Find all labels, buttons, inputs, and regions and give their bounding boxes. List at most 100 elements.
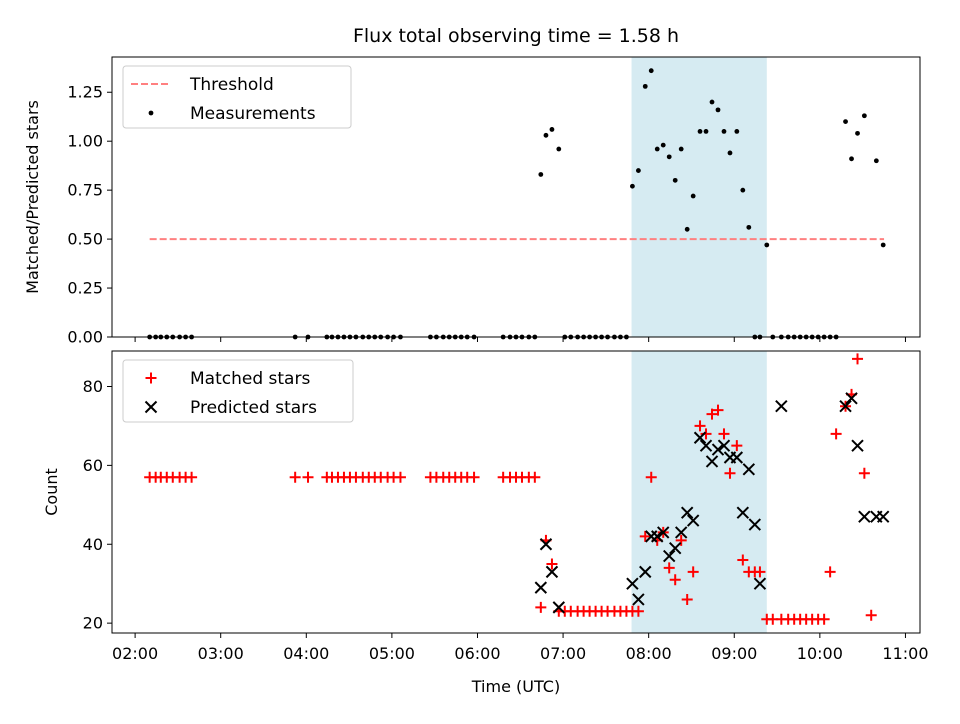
- top-dot-point: [873, 158, 879, 164]
- bottom-cross-point: [686, 514, 700, 527]
- bottom-cross-point: [730, 451, 744, 464]
- bottom-plus-point: [639, 530, 651, 542]
- top-dot-point: [654, 146, 660, 152]
- top-dot-point: [660, 142, 666, 148]
- bottom-cross-point: [717, 439, 731, 452]
- x-tick-label: 08:00: [626, 644, 672, 663]
- bottom-y-tick-label: 80: [83, 377, 103, 396]
- x-tick-label: 06:00: [454, 644, 500, 663]
- top-y-tick-label: 0.00: [67, 328, 103, 347]
- bottom-cross-point: [639, 565, 652, 579]
- bottom-cross-point: [711, 443, 725, 456]
- bottom-cross-point: [699, 439, 713, 452]
- bottom-y-axis-label: Count: [42, 468, 61, 516]
- bottom-cross-point: [534, 581, 548, 594]
- top-y-tick-label: 1.25: [67, 83, 103, 102]
- bottom-cross-point: [674, 526, 688, 539]
- top-y-tick-label: 0.50: [67, 230, 103, 249]
- bottom-cross-point: [693, 431, 707, 444]
- top-dot-point: [715, 107, 721, 113]
- bottom-plus-point: [632, 605, 644, 617]
- top-dot-point: [734, 129, 740, 134]
- top-legend-box: [122, 65, 352, 129]
- bottom-cross-point: [657, 526, 670, 539]
- bottom-cross-point: [742, 463, 756, 476]
- bottom-axes-frame: [111, 350, 921, 634]
- bottom-legend-label: Matched stars: [190, 369, 310, 389]
- bottom-plus-point: [645, 471, 657, 483]
- top-dot-point: [666, 154, 672, 160]
- top-y-tick-label: 1.00: [67, 132, 103, 151]
- x-tick-label: 11:00: [882, 644, 928, 663]
- x-tick-label: 05:00: [369, 644, 415, 663]
- bottom-plus-point: [675, 534, 687, 546]
- x-tick-label: 02:00: [112, 644, 158, 663]
- bottom-cross-point: [552, 601, 566, 614]
- bottom-plus-point: [700, 428, 712, 440]
- bottom-cross-point: [632, 593, 645, 606]
- bottom-plus-point: [818, 613, 830, 625]
- bottom-plus-point: [737, 554, 749, 566]
- top-dot-point: [648, 68, 654, 74]
- top-dot-point: [684, 226, 690, 232]
- bottom-plus-point: [865, 609, 877, 621]
- chart-title: Flux total observing time = 1.58 h: [353, 25, 679, 47]
- top-dot-point: [556, 146, 562, 152]
- top-y-tick-label: 0.25: [67, 279, 103, 298]
- top-y-tick-label: 0.75: [67, 181, 103, 200]
- top-axes-frame: [111, 56, 921, 338]
- bottom-plus-point: [394, 471, 406, 483]
- bottom-plus-point: [669, 574, 681, 586]
- bottom-legend-box: [122, 359, 354, 423]
- bottom-panel: 20 40 60 80 02:00 03:00 04:00 05:00 06:00 07:00 08…: [42, 350, 929, 663]
- top-dot-point: [861, 113, 867, 119]
- bottom-cross-point: [545, 565, 559, 579]
- top-dot-point: [880, 242, 886, 248]
- top-dot-point: [538, 172, 544, 177]
- bottom-plus-point: [302, 471, 314, 483]
- bottom-cross-point: [736, 506, 750, 519]
- top-dot-point: [740, 187, 746, 193]
- x-tick-label: 09:00: [711, 644, 757, 663]
- bottom-plus-point: [858, 467, 870, 479]
- bottom-cross-point: [668, 541, 682, 555]
- bottom-plus-point: [718, 428, 730, 440]
- bottom-plus-point: [687, 566, 699, 578]
- bottom-cross-point: [626, 577, 639, 590]
- bottom-cross-point: [753, 577, 767, 590]
- top-dot-point: [727, 150, 733, 156]
- bottom-cross-point: [839, 400, 852, 413]
- bottom-y-tick-label: 60: [83, 456, 103, 475]
- bottom-cross-point: [775, 400, 788, 413]
- bottom-legend-swatch: [144, 400, 158, 414]
- bottom-plus-point: [186, 471, 198, 483]
- bottom-plus-point: [712, 404, 724, 416]
- bottom-plus-point: [681, 593, 693, 605]
- top-dot-point: [543, 132, 549, 138]
- x-tick-label: 10:00: [797, 644, 843, 663]
- top-legend-label: Measurements: [190, 104, 316, 124]
- bottom-cross-point: [858, 510, 871, 523]
- top-dot-point: [843, 119, 848, 125]
- top-dot-point: [709, 99, 715, 105]
- top-panel: 0.00 0.25 0.50 0.75 1.00 1.25 Matched/Predicte…: [23, 56, 921, 347]
- bottom-plus-point: [731, 440, 743, 452]
- top-dot-point: [703, 129, 709, 134]
- top-dot-point: [697, 129, 703, 134]
- bottom-plus-point: [546, 558, 558, 570]
- top-dot-point: [635, 168, 641, 173]
- bottom-cross-point: [845, 392, 858, 405]
- bottom-plus-point: [535, 601, 547, 613]
- top-dot-point: [690, 193, 696, 199]
- bottom-legend-label: Predicted stars: [190, 398, 317, 418]
- bottom-cross-point: [651, 530, 664, 543]
- bottom-cross-point: [876, 510, 890, 523]
- top-dot-point: [642, 83, 648, 89]
- bottom-cross-point: [663, 549, 676, 563]
- bottom-cross-point: [851, 439, 864, 452]
- top-dot-point: [849, 156, 854, 162]
- top-dot-point: [721, 129, 727, 134]
- x-tick-label: 03:00: [198, 644, 244, 663]
